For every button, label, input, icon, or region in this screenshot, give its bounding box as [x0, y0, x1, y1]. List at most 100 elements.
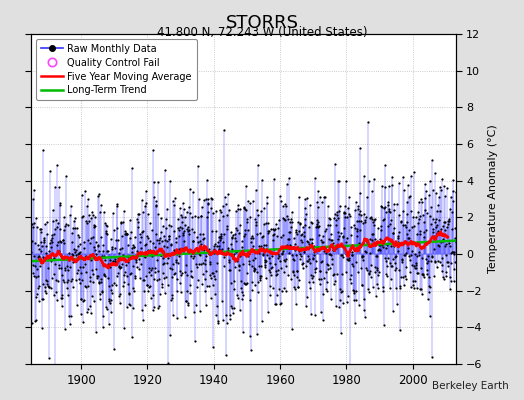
Point — [443, 224, 451, 230]
Point — [432, 264, 441, 270]
Point — [58, 295, 67, 302]
Point — [189, 238, 197, 244]
Point — [122, 230, 130, 236]
Point — [209, 282, 217, 288]
Point — [126, 271, 134, 278]
Point — [177, 289, 185, 296]
Point — [383, 258, 391, 264]
Point — [114, 236, 123, 243]
Point — [129, 242, 138, 248]
Point — [257, 273, 265, 280]
Point — [318, 199, 326, 206]
Point — [138, 317, 147, 323]
Point — [231, 231, 239, 237]
Point — [209, 344, 217, 350]
Point — [86, 256, 95, 263]
Point — [294, 284, 302, 290]
Point — [248, 279, 256, 285]
Point — [115, 264, 124, 270]
Point — [371, 216, 379, 222]
Point — [451, 224, 459, 231]
Point — [431, 258, 439, 264]
Point — [347, 272, 355, 278]
Point — [260, 262, 269, 269]
Point — [284, 272, 292, 278]
Point — [362, 248, 370, 255]
Point — [304, 224, 313, 230]
Point — [148, 239, 157, 246]
Point — [358, 257, 367, 264]
Point — [230, 286, 238, 292]
Point — [397, 240, 406, 246]
Point — [444, 216, 453, 222]
Point — [184, 224, 193, 230]
Point — [53, 220, 62, 226]
Point — [425, 289, 433, 296]
Point — [181, 298, 190, 304]
Point — [170, 228, 178, 234]
Point — [308, 275, 316, 282]
Point — [49, 271, 58, 278]
Point — [278, 251, 287, 257]
Point — [71, 249, 79, 256]
Point — [59, 237, 67, 243]
Point — [162, 225, 171, 232]
Point — [300, 233, 309, 240]
Point — [127, 228, 135, 235]
Point — [125, 289, 133, 296]
Point — [115, 250, 123, 256]
Point — [330, 246, 339, 253]
Point — [188, 214, 196, 220]
Point — [128, 333, 136, 340]
Point — [380, 162, 389, 168]
Point — [38, 242, 46, 249]
Point — [368, 219, 377, 226]
Point — [74, 251, 83, 257]
Point — [183, 228, 192, 234]
Point — [221, 194, 229, 200]
Point — [53, 297, 61, 303]
Point — [417, 265, 425, 272]
Point — [336, 296, 344, 303]
Point — [170, 247, 179, 254]
Point — [236, 252, 245, 259]
Point — [340, 245, 348, 252]
Point — [313, 217, 321, 223]
Point — [70, 256, 78, 262]
Point — [151, 202, 160, 208]
Point — [325, 251, 333, 257]
Point — [409, 278, 417, 284]
Point — [173, 314, 181, 321]
Point — [412, 214, 421, 220]
Point — [175, 227, 183, 233]
Point — [254, 278, 263, 285]
Point — [155, 276, 163, 282]
Point — [84, 196, 92, 202]
Point — [253, 331, 261, 337]
Point — [103, 223, 111, 229]
Point — [394, 234, 402, 241]
Point — [196, 213, 205, 220]
Point — [344, 293, 352, 299]
Point — [159, 270, 168, 276]
Point — [427, 204, 435, 210]
Point — [72, 270, 81, 276]
Point — [253, 269, 261, 276]
Point — [78, 213, 86, 220]
Point — [100, 271, 108, 277]
Point — [408, 239, 417, 245]
Point — [316, 268, 324, 274]
Point — [180, 238, 188, 244]
Point — [111, 258, 119, 264]
Point — [440, 219, 449, 226]
Point — [69, 259, 78, 266]
Point — [202, 196, 210, 202]
Point — [107, 289, 116, 296]
Point — [339, 233, 347, 239]
Point — [401, 222, 409, 228]
Point — [254, 212, 263, 218]
Point — [416, 286, 424, 292]
Point — [89, 271, 97, 278]
Point — [264, 228, 272, 234]
Point — [52, 289, 60, 296]
